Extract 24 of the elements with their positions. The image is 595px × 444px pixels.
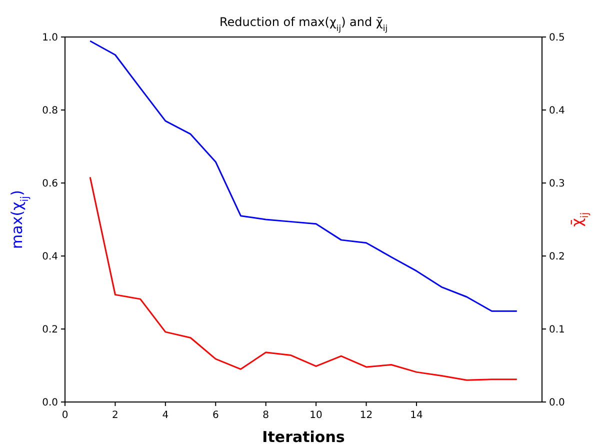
y2-tick-label: 0.3 — [549, 178, 565, 190]
y2-tick-label: 0.2 — [549, 252, 565, 262]
y-tick-label: 1.0 — [42, 32, 58, 44]
x-tick-label: 6 — [212, 410, 219, 421]
x-axis-title: Iterations — [262, 428, 345, 444]
x-tick-label: 8 — [262, 410, 270, 421]
line-series — [89, 40, 518, 312]
y-tick-label: 0.6 — [42, 178, 58, 190]
y2-tick-label: 0.4 — [549, 106, 565, 116]
y-tick-label: 0.8 — [42, 106, 58, 116]
x-tick-label: 10 — [310, 410, 322, 421]
x-tick-label: 2 — [112, 410, 118, 421]
y2-tick-label: 0.5 — [549, 32, 565, 44]
y2-tick-label: 0.1 — [549, 324, 565, 336]
x-tick-label: 0 — [62, 410, 68, 421]
x-tick-label: 4 — [162, 410, 169, 421]
chart-title: Reduction of max(χ$_{ij}$) and χ̄$_{ij}$ — [219, 15, 388, 33]
y-tick-label: 0.4 — [42, 252, 58, 262]
line-series — [89, 176, 518, 381]
y-tick-label: 0.0 — [42, 398, 58, 408]
y2-tick-label: 0.0 — [549, 398, 565, 408]
x-tick-label: 14 — [410, 410, 423, 421]
x-tick-label: 12 — [360, 410, 373, 421]
y-tick-label: 0.2 — [42, 324, 58, 336]
